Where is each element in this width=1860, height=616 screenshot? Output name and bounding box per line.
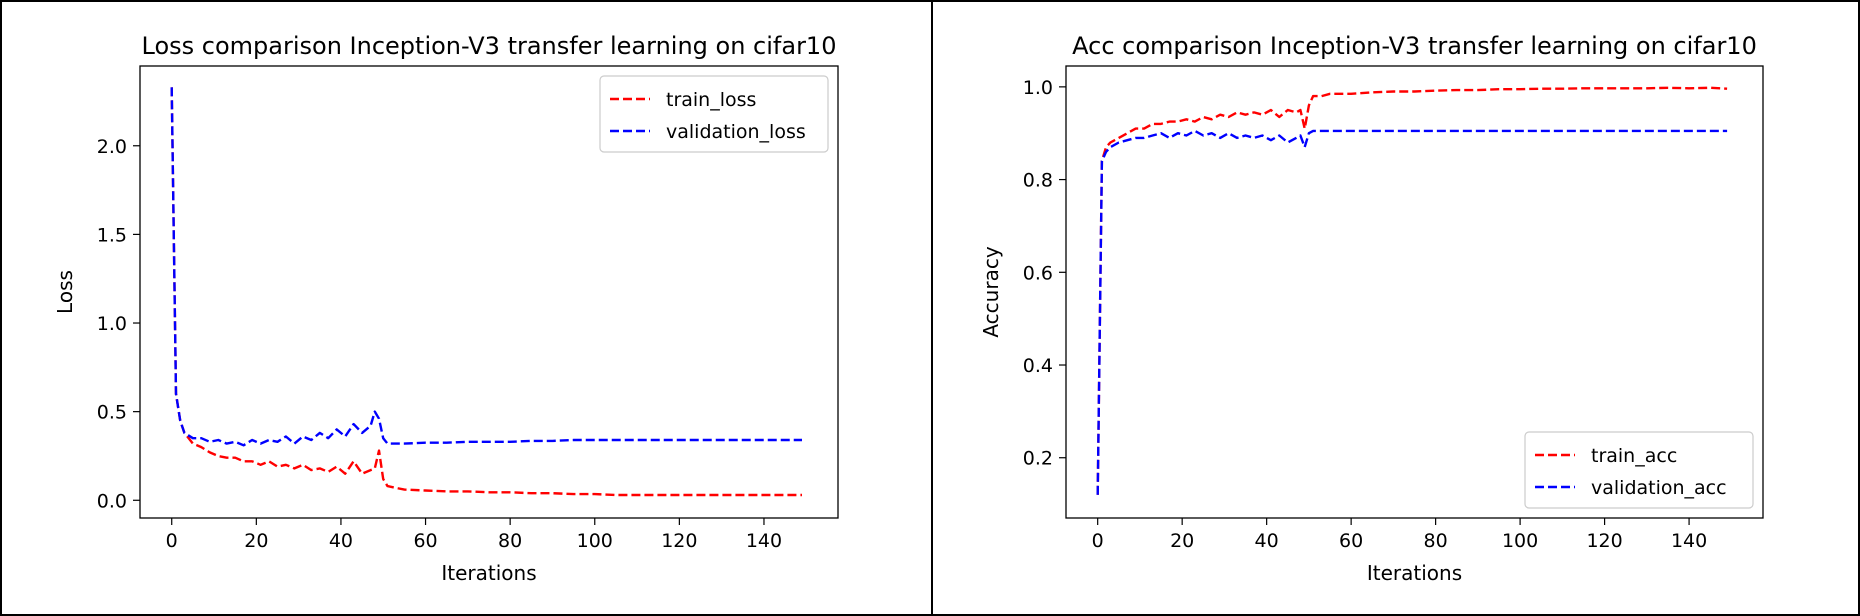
x-tick-label: 20 <box>1170 530 1194 552</box>
x-tick-label: 100 <box>1502 530 1538 552</box>
legend-label: train_loss <box>666 89 756 111</box>
legend-label: validation_loss <box>666 121 806 143</box>
legend: train_loss validation_loss <box>600 76 828 152</box>
x-tick-label: 120 <box>661 530 697 552</box>
chart-title: Loss comparison Inception-V3 transfer le… <box>142 32 837 60</box>
y-axis-label: Accuracy <box>979 246 1003 337</box>
y-tick-label: 0.2 <box>1023 448 1053 470</box>
y-tick-label: 1.0 <box>97 313 127 335</box>
x-tick-label: 120 <box>1586 530 1622 552</box>
x-axis-label: Iterations <box>1367 561 1462 585</box>
x-tick-label: 60 <box>413 530 437 552</box>
y-tick-label: 0.8 <box>1023 170 1053 192</box>
x-tick-label: 80 <box>1424 530 1448 552</box>
x-tick-label: 140 <box>1671 530 1707 552</box>
y-tick-label: 2.0 <box>97 136 127 158</box>
x-axis-label: Iterations <box>441 561 536 585</box>
legend: train_acc validation_acc <box>1525 432 1753 508</box>
y-tick-label: 0.0 <box>97 490 127 512</box>
x-tick-label: 40 <box>329 530 353 552</box>
legend-label: validation_acc <box>1591 477 1727 499</box>
y-tick-label: 0.4 <box>1023 355 1053 377</box>
x-tick-label: 60 <box>1339 530 1363 552</box>
y-axis-label: Loss <box>53 270 77 314</box>
x-tick-label: 140 <box>746 530 782 552</box>
y-tick-label: 1.5 <box>97 224 127 246</box>
y-tick-label: 0.5 <box>97 402 127 424</box>
x-tick-label: 80 <box>498 530 522 552</box>
x-tick-label: 0 <box>1092 530 1104 552</box>
y-tick-label: 0.6 <box>1023 262 1053 284</box>
x-tick-label: 20 <box>244 530 268 552</box>
accuracy-panel: Acc comparison Inception-V3 transfer lea… <box>979 32 1763 585</box>
y-tick-label: 1.0 <box>1023 77 1053 99</box>
x-tick-label: 40 <box>1255 530 1279 552</box>
legend-label: train_acc <box>1591 445 1677 467</box>
x-tick-label: 100 <box>577 530 613 552</box>
chart-title: Acc comparison Inception-V3 transfer lea… <box>1072 32 1757 60</box>
x-tick-label: 0 <box>166 530 178 552</box>
loss-panel: Loss comparison Inception-V3 transfer le… <box>53 32 838 585</box>
